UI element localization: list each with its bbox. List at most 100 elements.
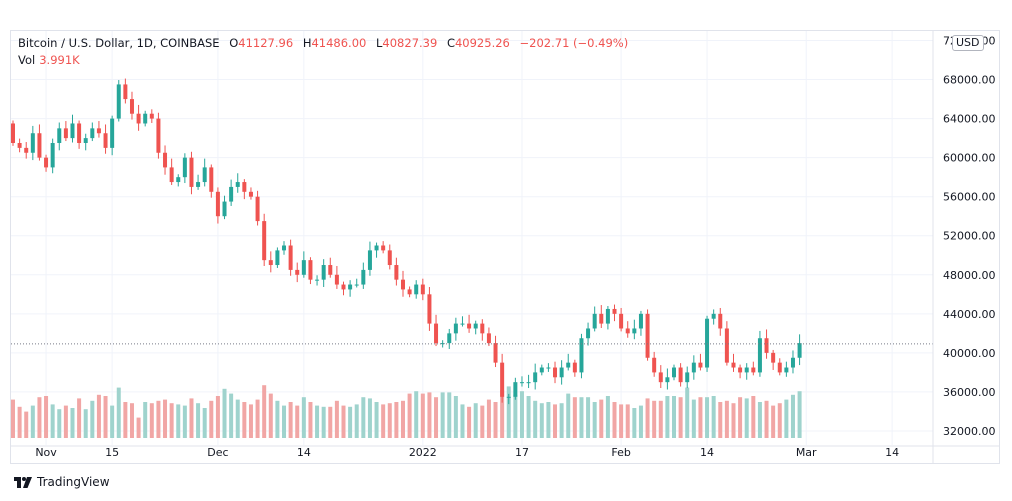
candle-body <box>434 323 439 344</box>
tradingview-logo[interactable]: TradingView <box>14 475 110 489</box>
volume-bar <box>63 405 68 438</box>
candle-body <box>215 191 220 217</box>
volume-row: Vol 3.991K <box>18 52 628 69</box>
candle-body <box>70 123 75 139</box>
volume-bar <box>321 406 326 438</box>
candle-body <box>394 265 399 280</box>
candle-body <box>519 382 524 384</box>
close-label: C <box>446 36 455 50</box>
candle-body <box>414 284 419 295</box>
volume-bar <box>143 402 148 438</box>
legend: Bitcoin / U.S. Dollar, 1D, COINBASE O411… <box>18 35 628 69</box>
candle-body <box>295 269 300 275</box>
volume-bar <box>381 404 386 438</box>
volume-bar <box>579 397 584 438</box>
candle-body <box>90 128 95 139</box>
grid-lines <box>11 31 933 445</box>
price-tick-label: 32000.00 <box>943 425 996 438</box>
candle-body <box>632 328 637 334</box>
candle-body <box>685 372 690 383</box>
candle-body <box>163 152 168 168</box>
candle-body <box>129 99 134 114</box>
volume-bar <box>255 399 260 438</box>
candle-body <box>738 367 743 373</box>
volume-bar <box>275 400 280 438</box>
currency-badge[interactable]: USD <box>952 35 984 51</box>
volume-bar <box>367 398 372 438</box>
volume-bar <box>163 399 168 438</box>
candle-body <box>288 245 293 270</box>
candle-body <box>176 177 181 183</box>
volume-bar <box>308 402 313 438</box>
time-tick-label: 14 <box>700 446 714 459</box>
candle-body <box>136 113 141 124</box>
volume-bar <box>731 403 736 438</box>
volume-bar <box>83 409 88 438</box>
volume-bar <box>262 385 267 438</box>
volume-bar <box>229 393 234 438</box>
candle-body <box>268 260 273 266</box>
candle-body <box>262 221 267 261</box>
price-tick-label: 68000.00 <box>943 74 996 87</box>
candle-body <box>50 143 55 168</box>
symbol-title[interactable]: Bitcoin / U.S. Dollar, 1D, COINBASE <box>18 36 220 50</box>
candle-body <box>790 357 795 368</box>
volume-bar <box>605 396 610 438</box>
volume-bar <box>44 396 49 438</box>
volume-bar <box>361 397 366 438</box>
volume-bar <box>546 402 551 438</box>
volume-bar <box>559 403 564 438</box>
volume-bar <box>784 399 789 438</box>
volume-bar <box>672 396 676 438</box>
volume-bar <box>235 399 240 438</box>
candle-body <box>453 323 458 334</box>
candle-body <box>440 343 445 345</box>
candle-body <box>619 313 624 329</box>
candle-body <box>407 289 412 295</box>
candle-body <box>348 284 353 290</box>
volume-bar <box>553 404 558 438</box>
candle-body <box>784 367 789 373</box>
candle-body <box>30 133 35 153</box>
change-value: −202.71 (−0.49%) <box>519 36 629 50</box>
volume-bar <box>513 394 518 438</box>
candle-body <box>771 352 776 363</box>
volume-bar <box>103 396 108 438</box>
volume-bar <box>797 391 802 438</box>
volume-bar <box>599 399 604 438</box>
candle-body <box>751 367 756 373</box>
candle-body <box>480 323 485 334</box>
volume-bar <box>282 405 287 438</box>
candle-body <box>222 201 227 217</box>
volume-bar <box>116 387 121 438</box>
volume-bar <box>506 386 511 438</box>
candle-body <box>586 328 591 339</box>
candle-body <box>658 372 663 383</box>
volume-bar <box>176 404 181 438</box>
volume-bar <box>136 417 141 438</box>
volume-bar <box>341 405 346 438</box>
candle-body <box>420 284 425 295</box>
low-label: L <box>376 36 383 50</box>
candle-body <box>242 182 247 192</box>
volume-bar <box>123 402 128 438</box>
high-value: 41486.00 <box>311 36 367 50</box>
volume-bar <box>751 396 756 438</box>
volume-bar <box>764 400 769 438</box>
candle-body <box>367 250 372 270</box>
candle-body <box>572 362 577 373</box>
candle-body <box>559 367 564 378</box>
volume-bar <box>685 387 690 438</box>
volume-bar <box>638 405 643 438</box>
candle-body <box>116 84 121 119</box>
candle-body <box>592 313 597 329</box>
volume-bar <box>434 397 439 438</box>
candle-body <box>103 133 108 148</box>
candle-body <box>209 167 214 192</box>
volume-bar <box>328 406 333 438</box>
volume-bar <box>678 397 683 438</box>
candle-body <box>698 362 703 368</box>
volume-bar <box>473 403 478 438</box>
price-tick-label: 52000.00 <box>943 230 996 243</box>
